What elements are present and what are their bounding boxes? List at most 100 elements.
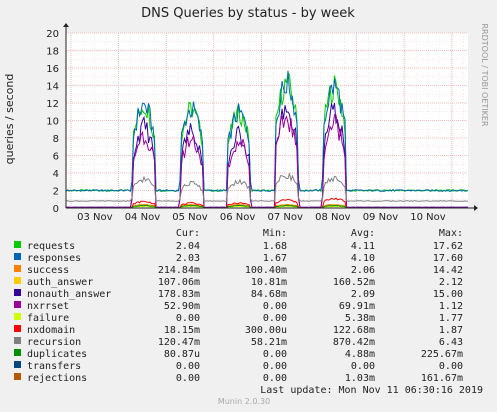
legend-label-nonauth_answer: nonauth_answer [27,289,111,300]
legend-value-max: 6.43 [439,337,463,348]
legend-label-success: success [27,265,69,276]
legend-swatch-failure [14,313,21,320]
x-tick-label: 09 Nov [363,212,399,223]
y-tick-label: 10 [46,117,59,128]
legend-value-min: 58.21m [251,337,287,348]
legend-value-cur: 52.90m [164,301,200,312]
legend-value-avg: 4.10 [351,253,375,264]
legend-value-avg: 0.00 [351,361,375,372]
legend-swatch-nonauth_answer [14,289,21,296]
legend-label-auth_answer: auth_answer [27,277,93,288]
legend-value-cur: 0.00 [176,373,200,384]
x-axis-arrow [474,205,478,211]
y-tick-label: 12 [46,99,59,110]
legend-value-min: 0.00 [263,301,287,312]
legend-value-cur: 2.03 [176,253,200,264]
legend-swatch-success [14,265,21,272]
series-line-responses [65,70,469,193]
legend-value-min: 10.81m [251,277,287,288]
legend-label-failure: failure [27,313,69,324]
legend-value-min: 0.00 [263,361,287,372]
legend-label-recursion: recursion [27,337,81,348]
legend-swatch-nxrrset [14,301,21,308]
legend-value-min: 0.00 [263,349,287,360]
legend-header-avg: Avg: [351,228,375,239]
y-tick-label: 18 [46,47,59,58]
y-axis-arrow [63,23,69,27]
legend-header-min: Min: [263,228,287,239]
legend-value-cur: 2.04 [176,241,200,252]
y-tick-label: 8 [53,134,59,145]
legend-value-avg: 69.91m [339,301,375,312]
legend-value-cur: 80.87u [164,349,200,360]
legend-value-cur: 107.06m [158,277,200,288]
legend-swatch-responses [14,253,21,260]
legend-value-avg: 2.06 [351,265,375,276]
axes [63,23,478,211]
legend-value-avg: 4.11 [351,241,375,252]
legend-label-responses: responses [27,253,81,264]
legend-label-requests: requests [27,241,75,252]
legend-value-avg: 4.88m [345,349,375,360]
legend-label-rejections: rejections [27,373,87,384]
legend-swatch-duplicates [14,349,21,356]
legend-value-max: 14.42 [433,265,463,276]
y-tick-label: 2 [53,187,59,198]
x-tick-label: 10 Nov [410,212,446,223]
legend-value-cur: 0.00 [176,313,200,324]
legend-value-max: 2.12 [439,277,463,288]
legend-value-min: 100.40m [245,265,287,276]
legend-swatch-auth_answer [14,277,21,284]
legend-value-min: 300.00u [245,325,287,336]
x-tick-label: 04 Nov [125,212,161,223]
legend-value-min: 0.00 [263,373,287,384]
legend-label-transfers: transfers [27,361,81,372]
x-tick-label: 08 Nov [315,212,351,223]
legend-value-cur: 214.84m [158,265,200,276]
legend-value-min: 1.68 [263,241,287,252]
last-update: Last update: Mon Nov 11 06:30:16 2019 [260,385,483,396]
legend-value-avg: 1.03m [345,373,375,384]
legend-value-min: 1.67 [263,253,287,264]
legend-value-avg: 5.38m [345,313,375,324]
legend-label-duplicates: duplicates [27,349,87,360]
y-tick-label: 4 [53,169,59,180]
x-tick-label: 06 Nov [220,212,256,223]
legend-header-max: Max: [439,228,463,239]
watermark: RRDTOOL / TOBI OETIKER [480,23,489,126]
legend-label-nxdomain: nxdomain [27,325,75,336]
x-tick-label: 03 Nov [77,212,113,223]
legend-value-min: 84.68m [251,289,287,300]
legend-value-max: 161.67m [421,373,463,384]
legend-value-max: 15.00 [433,289,463,300]
legend-value-cur: 0.00 [176,361,200,372]
legend-value-max: 1.87 [439,325,463,336]
legend-value-max: 1.12 [439,301,463,312]
y-tick-label: 16 [46,64,59,75]
chart-title: DNS Queries by status - by week [141,6,355,21]
legend-swatch-requests [14,241,21,248]
legend-swatch-nxdomain [14,325,21,332]
x-tick-labels: 03 Nov 04 Nov 05 Nov 06 Nov 07 Nov 08 Nov 09 N… [77,212,446,223]
legend-value-max: 17.62 [433,241,463,252]
legend: Cur: Min: Avg: Max: requests 2.04 1.68 4.11… [14,228,463,384]
legend-value-max: 225.67m [421,349,463,360]
legend-value-cur: 178.83m [158,289,200,300]
legend-value-max: 0.00 [439,361,463,372]
legend-swatch-transfers [14,361,21,368]
version-label: Munin 2.0.30 [218,397,270,406]
y-tick-label: 0 [53,204,59,215]
legend-header-cur: Cur: [176,228,200,239]
y-tick-label: 6 [53,152,59,163]
legend-label-nxrrset: nxrrset [27,301,69,312]
y-tick-label: 14 [46,82,59,93]
legend-value-min: 0.00 [263,313,287,324]
legend-swatch-rejections [14,373,21,380]
legend-value-avg: 160.52m [333,277,375,288]
series-line-recursion [65,173,469,202]
legend-value-max: 1.77 [439,313,463,324]
y-tick-labels: 0 2 4 6 8 10 12 14 16 18 20 [46,29,59,215]
legend-value-avg: 2.09 [351,289,375,300]
x-tick-label: 07 Nov [267,212,303,223]
